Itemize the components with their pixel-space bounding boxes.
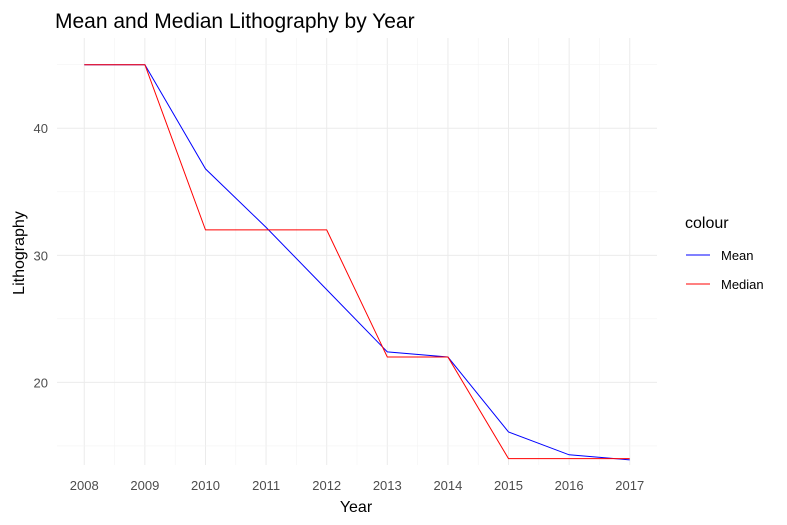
y-axis-title: Lithography bbox=[11, 211, 28, 295]
x-tick-label: 2008 bbox=[70, 478, 99, 493]
x-tick-label: 2009 bbox=[130, 478, 159, 493]
x-tick-label: 2014 bbox=[433, 478, 462, 493]
legend-label-mean: Mean bbox=[721, 248, 754, 263]
y-axis-ticks: 20 30 40 bbox=[34, 121, 48, 390]
y-tick-label: 20 bbox=[34, 375, 48, 390]
series-line-mean bbox=[84, 64, 630, 461]
x-tick-label: 2013 bbox=[373, 478, 402, 493]
x-axis-title: Year bbox=[340, 499, 373, 516]
series-line-median bbox=[84, 64, 630, 460]
legend: colour Mean Median bbox=[685, 215, 764, 292]
x-axis-ticks: 2008 2009 2010 2011 2012 2013 2014 2015 2016 2017 bbox=[70, 478, 644, 493]
x-tick-label: 2012 bbox=[312, 478, 341, 493]
y-tick-label: 40 bbox=[34, 121, 48, 136]
legend-label-median: Median bbox=[721, 277, 764, 292]
x-tick-label: 2015 bbox=[494, 478, 523, 493]
legend-title: colour bbox=[685, 215, 729, 232]
x-tick-label: 2017 bbox=[615, 478, 644, 493]
y-tick-label: 30 bbox=[34, 248, 48, 263]
x-tick-label: 2011 bbox=[252, 478, 280, 493]
x-tick-label: 2010 bbox=[191, 478, 220, 493]
grid bbox=[57, 38, 657, 465]
x-tick-label: 2016 bbox=[555, 478, 584, 493]
chart-title: Mean and Median Lithography by Year bbox=[55, 10, 415, 33]
series-lines bbox=[84, 64, 630, 461]
